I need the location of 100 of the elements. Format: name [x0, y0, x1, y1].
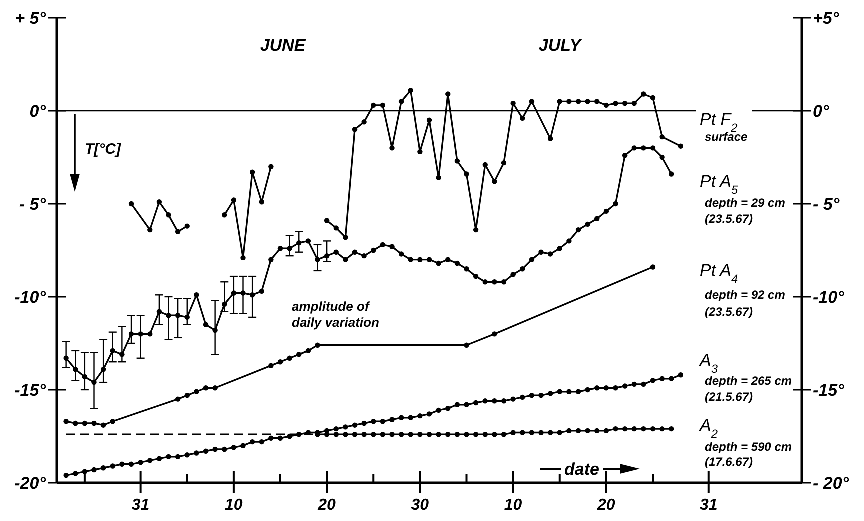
annotation: daily variation	[292, 315, 380, 330]
point	[259, 200, 264, 205]
point	[231, 198, 237, 203]
point	[520, 430, 526, 436]
point	[566, 99, 572, 104]
y-tick-label: -15°	[14, 380, 46, 400]
point	[418, 149, 423, 155]
point	[175, 229, 181, 234]
point	[343, 234, 348, 240]
point	[613, 426, 618, 432]
annotation: (23.5.67)	[705, 305, 754, 319]
point	[92, 420, 97, 426]
point	[585, 99, 590, 104]
y-tick-label: + 5°	[15, 8, 46, 28]
point	[678, 144, 684, 149]
annotation: depth = 265 cm	[705, 374, 792, 388]
point	[334, 432, 339, 438]
y-tick-label: -20°	[14, 474, 46, 493]
annotation: depth = 29 cm	[705, 196, 786, 210]
point	[538, 430, 544, 436]
point	[250, 170, 256, 175]
point	[529, 99, 535, 104]
point	[446, 92, 451, 97]
x-tick-label: 10	[225, 497, 243, 514]
point	[641, 92, 646, 97]
point	[371, 102, 376, 108]
point	[426, 432, 432, 438]
point	[408, 88, 414, 94]
point	[371, 432, 376, 438]
point	[585, 428, 590, 434]
point	[454, 158, 460, 164]
point	[296, 352, 302, 358]
point	[352, 432, 358, 438]
point	[482, 432, 488, 438]
point	[222, 212, 228, 218]
point	[492, 432, 498, 438]
point	[398, 99, 404, 104]
point	[203, 386, 209, 391]
point	[454, 432, 460, 438]
point	[464, 342, 470, 348]
point	[576, 428, 582, 434]
annotation: amplitude of	[292, 299, 371, 314]
point	[501, 432, 507, 438]
point	[148, 227, 153, 233]
point	[604, 428, 610, 434]
point	[660, 426, 665, 432]
point	[240, 255, 246, 261]
x-tick-label: 10	[504, 497, 522, 514]
point	[362, 432, 367, 438]
point	[464, 172, 470, 177]
point	[492, 332, 498, 337]
series-label: A$_{2}$	[699, 416, 718, 441]
point	[557, 430, 562, 436]
point	[632, 100, 637, 106]
point	[380, 102, 386, 108]
y-tick-label: - 5°	[19, 194, 46, 214]
point	[529, 430, 535, 436]
annotation: JUNE	[260, 36, 306, 55]
point	[380, 432, 386, 438]
point	[510, 430, 516, 436]
point	[268, 363, 274, 368]
point	[622, 100, 628, 106]
point	[557, 99, 562, 104]
x-tick-label: 31	[132, 497, 150, 514]
y-axis-title: T[°C]	[85, 141, 122, 158]
point	[268, 164, 274, 170]
text: Pt A$_{4}$	[700, 261, 738, 286]
point	[128, 201, 134, 207]
point	[398, 432, 404, 438]
point	[64, 419, 69, 424]
x-tick-label: 30	[411, 497, 430, 514]
point	[100, 422, 106, 428]
annotation: (17.6.67)	[705, 455, 754, 469]
annotation: (21.5.67)	[705, 390, 754, 404]
annotation: depth = 590 cm	[705, 440, 792, 454]
point	[669, 426, 674, 432]
point	[650, 95, 656, 101]
point	[548, 136, 554, 142]
point	[184, 224, 190, 229]
point	[594, 99, 600, 104]
point	[464, 432, 470, 438]
point	[613, 100, 618, 106]
point	[604, 102, 610, 108]
point	[212, 386, 218, 391]
point	[520, 116, 526, 122]
y2-tick-label: -10°	[813, 288, 845, 307]
point	[175, 396, 181, 402]
y-tick-label: 0°	[30, 102, 46, 121]
y2-tick-label: 0°	[813, 102, 830, 121]
point	[436, 175, 442, 181]
point	[492, 179, 498, 184]
x-tick-label: 20	[596, 497, 616, 514]
point	[566, 428, 572, 434]
annotation: depth = 92 cm	[705, 288, 786, 302]
point	[473, 227, 479, 233]
y-tick-label: -10°	[14, 288, 46, 307]
point	[660, 134, 665, 140]
point	[418, 432, 423, 438]
y2-tick-label: - 5°	[813, 194, 840, 214]
point	[426, 118, 432, 123]
